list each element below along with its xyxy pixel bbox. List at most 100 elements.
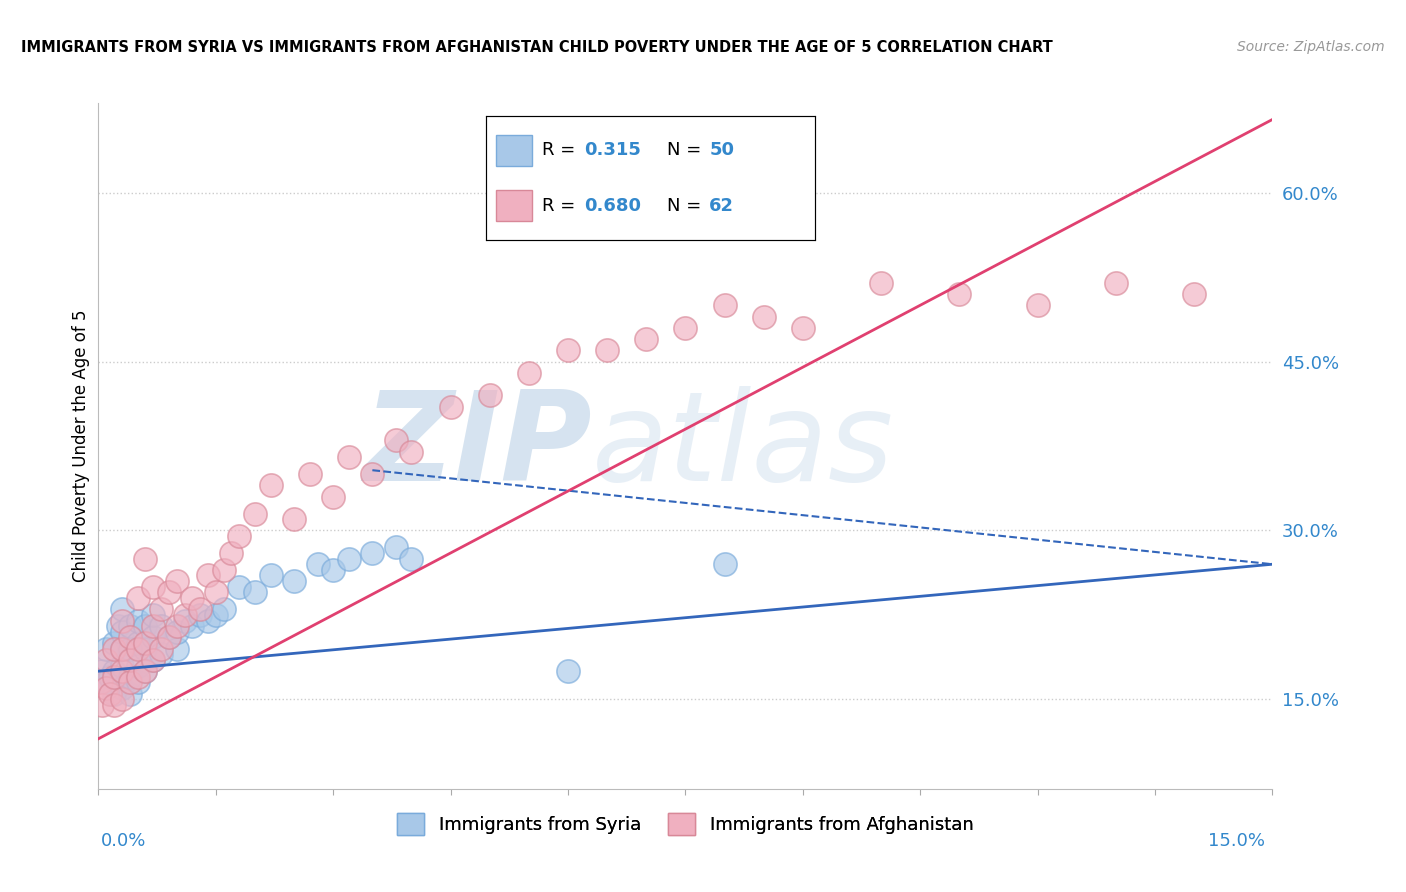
Point [197, 568, 219, 582]
Point [150, 619, 173, 633]
Point [111, 602, 134, 616]
Point [259, 568, 281, 582]
Point [517, 366, 540, 380]
Point [111, 658, 134, 673]
Point [127, 670, 149, 684]
Point [713, 298, 735, 312]
Point [150, 602, 173, 616]
Point [337, 450, 360, 465]
Point [752, 310, 775, 324]
Point [118, 619, 141, 633]
Point [118, 641, 141, 656]
Point [91, 664, 114, 678]
Point [111, 664, 134, 678]
Point [96, 681, 118, 695]
Point [111, 614, 134, 628]
Point [181, 619, 204, 633]
Point [361, 467, 384, 482]
Text: ZIP: ZIP [363, 385, 592, 507]
Point [134, 551, 156, 566]
Point [188, 602, 211, 616]
Point [322, 490, 344, 504]
Point [948, 287, 970, 301]
Point [142, 653, 165, 667]
Point [439, 400, 461, 414]
Point [118, 675, 141, 690]
Point [157, 631, 180, 645]
Point [212, 602, 235, 616]
Point [134, 619, 156, 633]
Point [127, 658, 149, 673]
Point [870, 276, 893, 290]
Point [127, 636, 149, 650]
Point [478, 388, 501, 402]
Point [103, 670, 125, 684]
Point [401, 551, 423, 566]
Point [98, 670, 121, 684]
Point [96, 641, 118, 656]
Point [675, 320, 697, 334]
Point [103, 641, 125, 656]
Point [283, 512, 305, 526]
Point [1182, 287, 1205, 301]
Point [103, 687, 125, 701]
Point [596, 343, 619, 358]
Text: 15.0%: 15.0% [1208, 831, 1265, 849]
Point [134, 636, 156, 650]
Point [401, 444, 423, 458]
Legend: Immigrants from Syria, Immigrants from Afghanistan: Immigrants from Syria, Immigrants from A… [389, 805, 981, 842]
Point [142, 619, 165, 633]
Point [111, 624, 134, 639]
Point [103, 698, 125, 712]
Point [173, 614, 195, 628]
Point [142, 580, 165, 594]
Point [103, 664, 125, 678]
Point [111, 692, 134, 706]
Point [150, 641, 173, 656]
Point [322, 563, 344, 577]
Point [166, 641, 188, 656]
Text: atlas: atlas [592, 385, 894, 507]
Point [157, 631, 180, 645]
Point [636, 332, 658, 346]
Point [142, 607, 165, 622]
Text: IMMIGRANTS FROM SYRIA VS IMMIGRANTS FROM AFGHANISTAN CHILD POVERTY UNDER THE AGE: IMMIGRANTS FROM SYRIA VS IMMIGRANTS FROM… [21, 40, 1053, 55]
Point [111, 681, 134, 695]
Point [111, 641, 134, 656]
Y-axis label: Child Poverty Under the Age of 5: Child Poverty Under the Age of 5 [72, 310, 90, 582]
Point [337, 551, 360, 566]
Point [91, 698, 114, 712]
Point [98, 687, 121, 701]
Point [1026, 298, 1049, 312]
Point [118, 687, 141, 701]
Text: 0.0%: 0.0% [101, 831, 146, 849]
Point [127, 641, 149, 656]
Point [134, 664, 156, 678]
Point [228, 529, 250, 543]
Point [243, 507, 266, 521]
Point [127, 675, 149, 690]
Point [166, 619, 188, 633]
Point [205, 585, 228, 599]
Point [197, 614, 219, 628]
Point [96, 653, 118, 667]
Point [228, 580, 250, 594]
Point [166, 624, 188, 639]
Point [118, 670, 141, 684]
Point [142, 653, 165, 667]
Point [713, 558, 735, 572]
Point [221, 546, 243, 560]
Point [557, 343, 579, 358]
Point [557, 664, 579, 678]
Point [127, 614, 149, 628]
Point [107, 619, 129, 633]
Point [173, 607, 195, 622]
Point [142, 631, 165, 645]
Point [90, 675, 112, 690]
Text: Source: ZipAtlas.com: Source: ZipAtlas.com [1237, 40, 1385, 54]
Point [118, 653, 141, 667]
Point [134, 641, 156, 656]
Point [385, 541, 408, 555]
Point [127, 591, 149, 605]
Point [307, 558, 329, 572]
